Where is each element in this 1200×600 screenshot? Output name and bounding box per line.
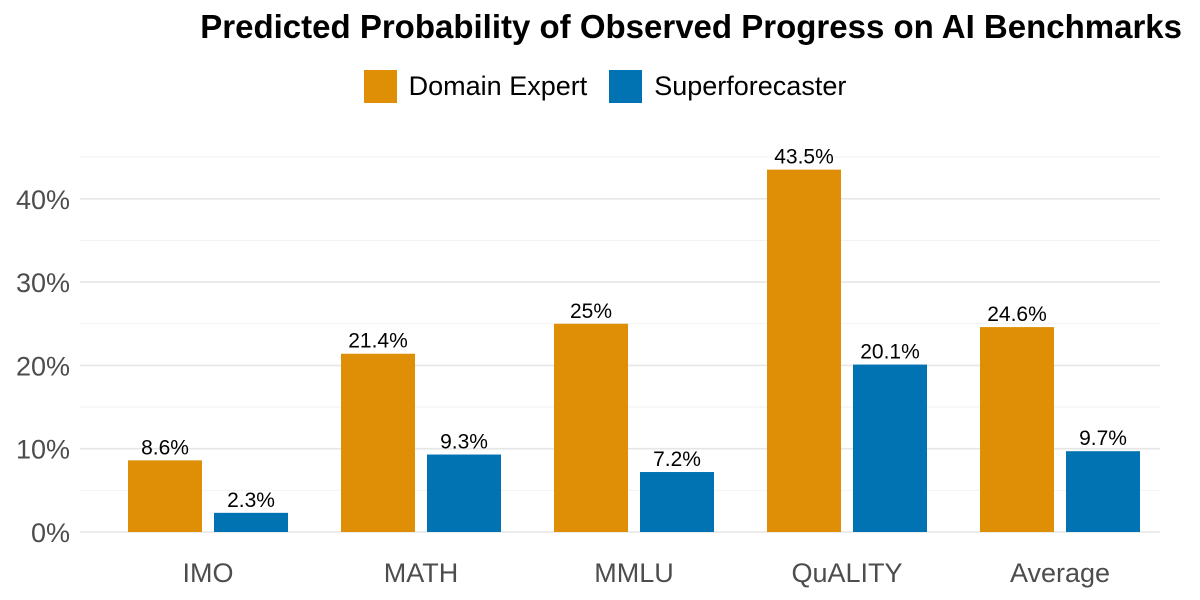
bar-superforecaster-quality (853, 364, 927, 532)
bar-domain-expert-mmlu (554, 323, 628, 532)
legend-swatch-superforecaster (609, 70, 643, 103)
x-tick-label: MMLU (594, 558, 674, 588)
data-label: 43.5% (774, 146, 834, 169)
bar-superforecaster-imo (214, 512, 288, 532)
data-label: 7.2% (653, 448, 701, 471)
x-tick-label: Average (1010, 558, 1110, 588)
bar-domain-expert-imo (128, 460, 202, 532)
data-label: 9.7% (1079, 427, 1127, 450)
x-tick-label: QuALITY (791, 558, 902, 588)
bar-domain-expert-average (980, 327, 1054, 532)
legend-item-superforecaster: Superforecaster (609, 70, 846, 103)
y-tick-label: 40% (16, 185, 70, 215)
bar-superforecaster-mmlu (640, 472, 714, 532)
bar-superforecaster-math (427, 454, 501, 532)
legend-label-domain-expert: Domain Expert (408, 71, 588, 101)
legend-swatch-domain-expert (363, 70, 397, 103)
legend: Domain Expert Superforecaster (0, 70, 1200, 103)
bar-superforecaster-average (1066, 451, 1140, 532)
x-tick-label: IMO (183, 558, 234, 588)
y-axis-ticks: 0% 10% 20% 30% 40% (16, 185, 70, 548)
y-tick-label: 30% (16, 268, 70, 298)
x-tick-label: MATH (384, 558, 459, 588)
data-label: 21.4% (348, 330, 408, 353)
bar-domain-expert-quality (767, 169, 841, 532)
legend-item-domain-expert: Domain Expert (363, 70, 588, 103)
data-label: 24.6% (987, 303, 1047, 326)
x-axis-ticks: IMO MATH MMLU QuALITY Average (183, 558, 1111, 588)
chart-title: Predicted Probability of Observed Progre… (200, 8, 1182, 45)
y-tick-label: 20% (16, 351, 70, 381)
y-tick-label: 10% (16, 435, 70, 465)
data-label: 25% (570, 300, 612, 323)
bar-domain-expert-math (341, 353, 415, 532)
bars (128, 169, 1140, 532)
data-labels: 8.6% 2.3% 21.4% 9.3% 25% 7.2% 43.5% 20.1% 24.6% 9… (141, 146, 1127, 512)
data-label: 20.1% (860, 341, 920, 364)
data-label: 8.6% (141, 436, 189, 459)
legend-label-superforecaster: Superforecaster (654, 71, 847, 101)
data-label: 2.3% (227, 489, 275, 512)
data-label: 9.3% (440, 431, 488, 454)
y-tick-label: 0% (31, 518, 70, 548)
